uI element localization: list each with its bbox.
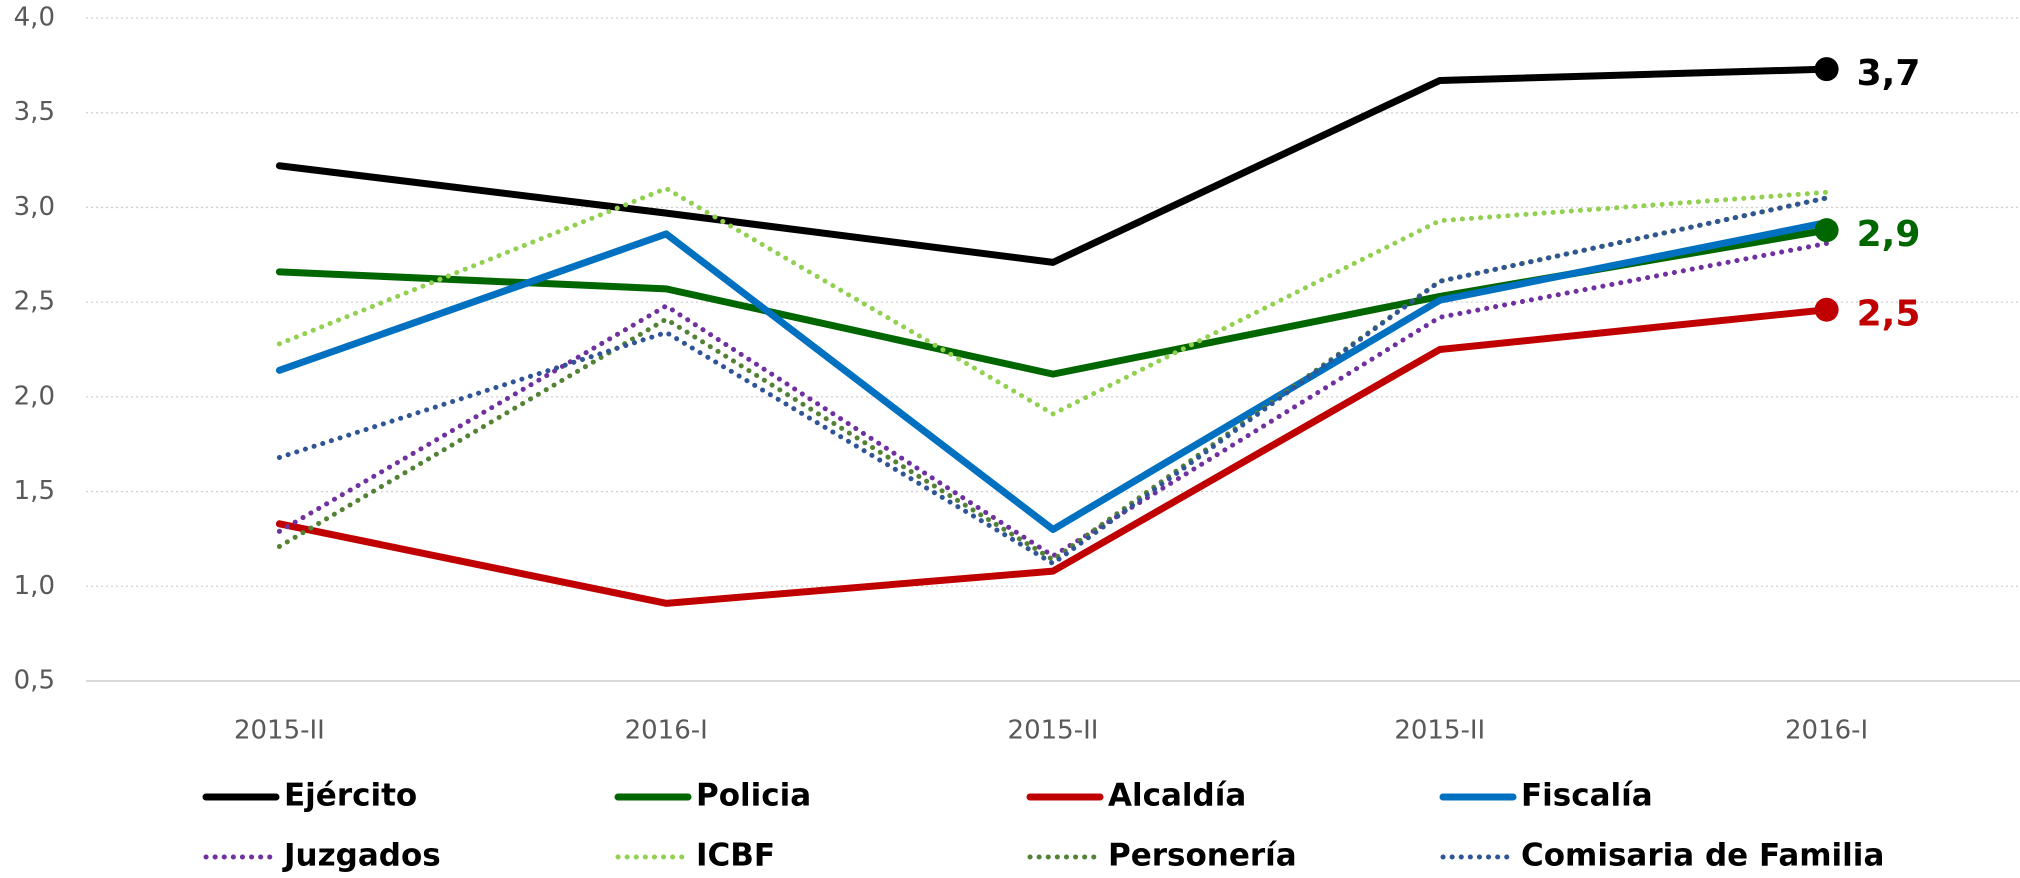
- legend-label: Ejército: [284, 778, 417, 814]
- legend-label: Juzgados: [282, 838, 441, 874]
- x-tick-label: 2015-II: [1394, 716, 1485, 746]
- x-tick-label: 2015-II: [234, 716, 325, 746]
- series-line: [276, 195, 1830, 563]
- data-label: 2,5: [1857, 294, 1921, 335]
- end-marker: [1814, 297, 1839, 322]
- legend-label: Comisaria de Familia: [1521, 838, 1884, 874]
- y-tick-label: 2,0: [14, 381, 55, 411]
- y-tick-label: 3,0: [14, 192, 55, 222]
- y-tick-label: 1,0: [14, 571, 55, 601]
- legend-label: Policia: [696, 778, 811, 814]
- end-marker: [1814, 57, 1839, 82]
- series-line: [275, 306, 1831, 607]
- y-tick-label: 1,5: [14, 476, 55, 506]
- x-tick-label: 2015-II: [1008, 716, 1099, 746]
- x-tick-label: 2016-I: [625, 716, 708, 746]
- legend-label: ICBF: [696, 838, 775, 874]
- y-tick-label: 0,5: [14, 666, 55, 696]
- legend-label: Personería: [1108, 838, 1297, 874]
- y-tick-label: 2,5: [14, 287, 55, 317]
- end-marker: [1814, 218, 1839, 243]
- series-line: [276, 195, 1830, 567]
- y-tick-label: 3,5: [14, 97, 55, 127]
- data-label: 3,7: [1857, 53, 1921, 94]
- legend-label: Alcaldía: [1108, 778, 1246, 814]
- x-tick-label: 2016-I: [1785, 716, 1868, 746]
- legend-label: Fiscalía: [1521, 778, 1653, 814]
- series-line: [275, 219, 1831, 533]
- series-line: [275, 65, 1831, 266]
- data-label: 2,9: [1857, 214, 1921, 255]
- y-tick-label: 4,0: [14, 3, 55, 33]
- series-line: [276, 185, 1830, 417]
- series-line: [276, 240, 1830, 559]
